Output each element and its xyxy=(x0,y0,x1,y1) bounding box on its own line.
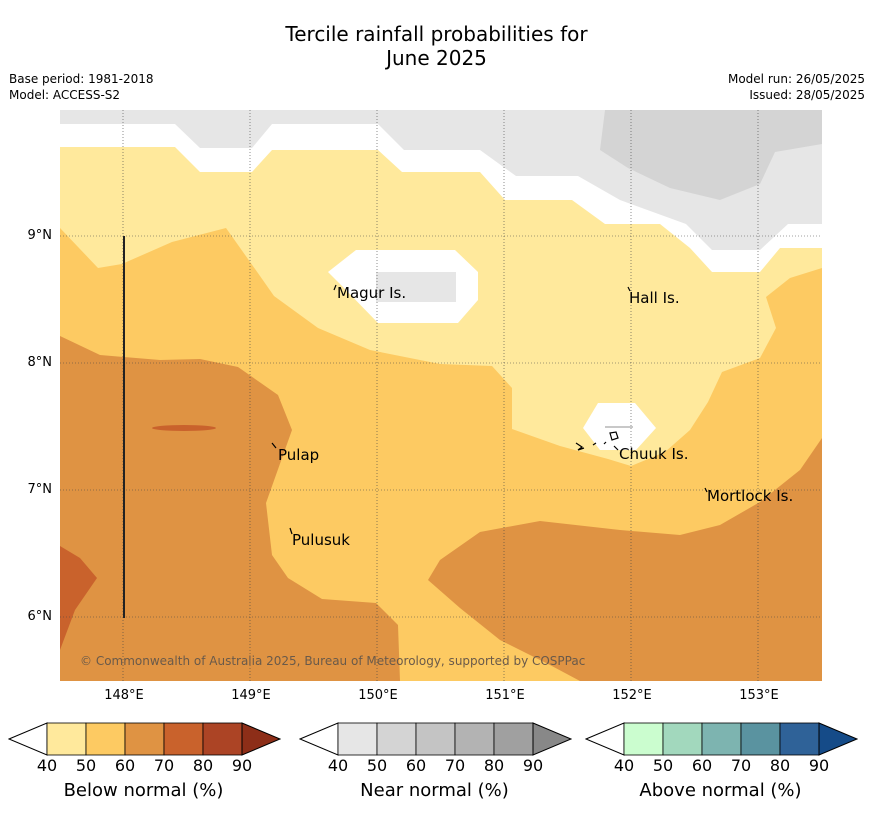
lon-label-149e: 149°E xyxy=(231,688,271,703)
lat-label-7n: 7°N xyxy=(27,482,53,497)
colorbar-0 xyxy=(8,722,281,756)
place-hall: Hall Is. xyxy=(629,289,680,307)
place-mortlock: Mortlock Is. xyxy=(707,487,794,505)
meta-right: Model run: 26/05/2025 Issued: 28/05/2025 xyxy=(728,71,865,103)
colorbar-under-triangle xyxy=(585,722,625,756)
colorbar-over-triangle xyxy=(818,722,858,756)
meta-left: Base period: 1981-2018 Model: ACCESS-S2 xyxy=(9,71,154,103)
colorbar-1 xyxy=(299,722,572,756)
title-line-1: Tercile rainfall probabilities for xyxy=(285,22,588,46)
colorbar-segment xyxy=(337,722,378,756)
colorbar-segment xyxy=(85,722,126,756)
place-magur: Magur Is. xyxy=(337,284,407,302)
colorbar-tick-label: 40 xyxy=(36,756,58,775)
colorbar-segment xyxy=(46,722,87,756)
colorbar-tick-label: 50 xyxy=(366,756,388,775)
colorbar-tick-label: 70 xyxy=(730,756,752,775)
colorbar-tick-label: 50 xyxy=(652,756,674,775)
issued-date: Issued: 28/05/2025 xyxy=(749,88,865,102)
lat-label-9n: 9°N xyxy=(27,228,53,243)
colorbar-title: Below normal (%) xyxy=(63,780,224,801)
colorbar-tick-label: 60 xyxy=(114,756,136,775)
colorbar-title: Above normal (%) xyxy=(639,780,802,801)
colorbar-segment xyxy=(623,722,664,756)
colorbar-tick-label: 90 xyxy=(808,756,830,775)
region-below-70-streak xyxy=(152,425,216,431)
colorbar-tick-label: 40 xyxy=(613,756,635,775)
colorbar-under-triangle xyxy=(8,722,48,756)
colorbar-title: Near normal (%) xyxy=(360,780,509,801)
region-below-70-left xyxy=(60,546,97,650)
colorbar-tick-label: 90 xyxy=(522,756,544,775)
title-line-2: June 2025 xyxy=(386,46,487,70)
colorbar-tick-label: 80 xyxy=(769,756,791,775)
lon-label-150e: 150°E xyxy=(358,688,398,703)
colorbar-segment xyxy=(493,722,534,756)
colorbar-tick-label: 90 xyxy=(231,756,253,775)
island-markers xyxy=(271,284,708,535)
region-near-50 xyxy=(600,110,822,200)
colorbar-tick-label: 70 xyxy=(153,756,175,775)
colorbar-tick-label: 60 xyxy=(405,756,427,775)
colorbar-segment xyxy=(124,722,165,756)
colorbar-segment xyxy=(202,722,243,756)
colorbar-tick-label: 40 xyxy=(327,756,349,775)
colorbar-segment xyxy=(415,722,456,756)
colorbar-segment xyxy=(454,722,495,756)
lon-label-151e: 151°E xyxy=(485,688,525,703)
colorbar-segment xyxy=(701,722,742,756)
map-svg xyxy=(60,110,822,681)
base-period: Base period: 1981-2018 xyxy=(9,72,154,86)
place-chuuk: Chuuk Is. xyxy=(619,445,689,463)
map-area[interactable] xyxy=(60,110,822,681)
lat-label-6n: 6°N xyxy=(27,609,53,624)
colorbar-2 xyxy=(585,722,858,756)
copyright-notice: © Commonwealth of Australia 2025, Bureau… xyxy=(80,654,586,668)
colorbar-segment xyxy=(163,722,204,756)
lon-label-148e: 148°E xyxy=(104,688,144,703)
colorbar-tick-label: 80 xyxy=(483,756,505,775)
map-title: Tercile rainfall probabilities for June … xyxy=(0,22,873,70)
colorbar-over-triangle xyxy=(241,722,281,756)
model-name: Model: ACCESS-S2 xyxy=(9,88,121,102)
lat-label-8n: 8°N xyxy=(27,355,53,370)
place-pulusuk: Pulusuk xyxy=(292,531,350,549)
colorbar-under-triangle xyxy=(299,722,339,756)
colorbar-segment xyxy=(376,722,417,756)
lon-label-153e: 153°E xyxy=(739,688,779,703)
colorbar-tick-label: 60 xyxy=(691,756,713,775)
colorbar-tick-label: 50 xyxy=(75,756,97,775)
colorbar-tick-label: 70 xyxy=(444,756,466,775)
lon-label-152e: 152°E xyxy=(612,688,652,703)
colorbar-segment xyxy=(779,722,820,756)
place-pulap: Pulap xyxy=(278,446,320,464)
colorbar-segment xyxy=(662,722,703,756)
model-run: Model run: 26/05/2025 xyxy=(727,72,865,86)
colorbar-segment xyxy=(740,722,781,756)
colorbar-tick-label: 80 xyxy=(192,756,214,775)
region-magur-near xyxy=(376,272,456,302)
colorbar-over-triangle xyxy=(532,722,572,756)
